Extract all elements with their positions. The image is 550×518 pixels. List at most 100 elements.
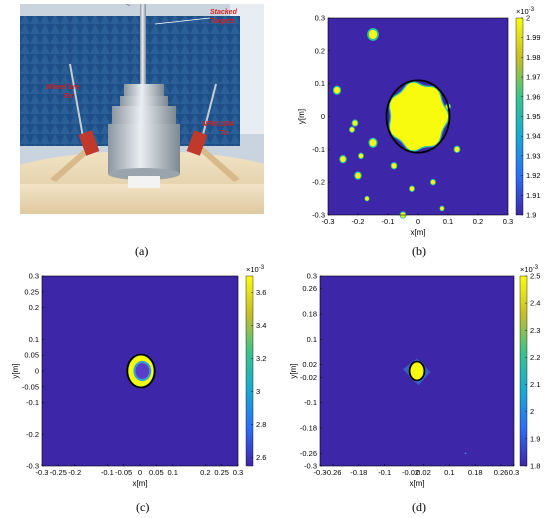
blob-halo (351, 119, 359, 127)
blob-halo (368, 137, 378, 148)
colorbar-tick-label: 2.6 (256, 453, 266, 462)
ground-truth-circle (385, 79, 451, 154)
blob-spot (355, 172, 361, 179)
y-tick-label: -0.2 (26, 430, 39, 439)
colorbar-tick-label: 3.6 (256, 288, 266, 297)
x-tick-label: 0 (416, 217, 420, 226)
colorbar-tick-label: 2.4 (530, 299, 540, 308)
colorbar-exponent: ×10-3 (516, 7, 535, 16)
y-axis-label: y[m] (11, 363, 20, 378)
y-tick-label: 0.25 (24, 287, 39, 296)
blob-spot (358, 153, 364, 159)
colorbar (519, 275, 528, 467)
blob-halo (354, 171, 362, 180)
colorbar-tick-label: 1.94 (526, 132, 541, 141)
colorbar-exponent: ×10-3 (520, 265, 539, 274)
x-tick-label: -0.25 (50, 468, 67, 477)
ring-outer (126, 353, 156, 389)
y-tick-label: -0.02 (300, 373, 317, 382)
x-tick-label: 0.1 (444, 468, 454, 477)
y-tick-label: 0.1 (315, 79, 325, 88)
colorbar-tick-label: 2.1 (530, 380, 540, 389)
y-tick-label: 0.3 (315, 14, 325, 23)
annotation-tx-line2: Tx (220, 130, 229, 137)
x-tick-label: 0.02 (416, 468, 431, 477)
x-tick-label: 0.25 (214, 468, 229, 477)
colorbar-exponent-power: -3 (533, 265, 539, 271)
annotation-rx-line1: Wheel bre (46, 84, 80, 91)
colorbar-tick-label: 2.5 (530, 272, 540, 281)
x-tick-label: -0.1 (382, 217, 395, 226)
x-tick-label: 0.26 (494, 468, 509, 477)
photo-measurement-setup: Stacked Targets Wheel bre Rx NFM LWA Tx (20, 4, 264, 214)
ground-truth-circle (408, 360, 426, 382)
blob-spot (349, 127, 355, 132)
y-tick-label: -0.3 (304, 462, 317, 471)
x-tick-label: 0.3 (503, 217, 513, 226)
annotation-rx-line2: Rx (64, 93, 74, 100)
spot-halo (408, 360, 426, 382)
colorbar-tick-label: 2 (530, 407, 534, 416)
blob-spot (340, 156, 346, 163)
y-tick-label: 0.18 (302, 310, 317, 319)
heatmap-background (42, 276, 238, 466)
annotation-tx-line1: NFM LWA (202, 121, 234, 128)
colorbar-tick-label: 1.91 (526, 191, 541, 200)
artifact-dot (464, 452, 467, 455)
panel-label-d: (d) (412, 500, 426, 514)
y-tick-label: 0.26 (302, 284, 317, 293)
y-tick-label: 0.2 (29, 303, 39, 312)
x-tick-label: -0.26 (324, 468, 341, 477)
blob-halo (445, 103, 451, 110)
colorbar-tick-label: 3.2 (256, 354, 266, 363)
x-tick-label: 0.2 (200, 468, 210, 477)
plot-frame (327, 17, 509, 216)
x-tick-label: -0.3 (314, 468, 327, 477)
spread-halo (402, 358, 431, 386)
y-axis-label: y[m] (289, 363, 298, 378)
heatmap-background (320, 276, 514, 466)
ground-truth-circle (126, 353, 156, 389)
x-tick-label: -0.1 (101, 468, 114, 477)
colorbar-tick-label: 1.92 (526, 171, 541, 180)
blob-spot (440, 206, 444, 211)
y-tick-label: 0.3 (307, 272, 317, 281)
blob-halo (349, 126, 355, 133)
blob-halo (430, 178, 436, 186)
x-tick-label: 0.2 (473, 217, 483, 226)
y-tick-label: -0.3 (312, 211, 325, 220)
colorbar-tick-label: 1.98 (526, 53, 541, 62)
y-tick-label: 0 (321, 112, 325, 121)
plot-frame (41, 275, 239, 467)
blob-spot (368, 29, 378, 40)
blob-spot (352, 120, 358, 126)
x-tick-label: -0.2 (352, 217, 365, 226)
y-tick-label: -0.1 (312, 145, 325, 154)
colorbar-tick-label: 1.97 (526, 73, 541, 82)
colorbar-tick-label: 1.9 (526, 211, 536, 220)
heatmap-background (328, 18, 508, 215)
ring-yellow (128, 355, 154, 387)
x-tick-label: 0.3 (233, 468, 243, 477)
ring-core (135, 363, 150, 379)
photo-illustration: Stacked Targets Wheel bre Rx NFM LWA Tx (20, 4, 264, 214)
x-tick-label: 0 (138, 468, 142, 477)
blob-spot (400, 212, 406, 218)
target-halo (388, 81, 450, 152)
blob-halo (399, 211, 407, 219)
y-tick-label: -0.18 (300, 424, 317, 433)
x-axis-label: x[m] (132, 479, 147, 488)
colorbar-exponent-power: -3 (259, 265, 265, 271)
plot-frame (319, 275, 515, 467)
colorbar-tick-label: 3.4 (256, 321, 266, 330)
x-tick-label: 0.18 (468, 468, 483, 477)
x-tick-label: -0.1 (378, 468, 391, 477)
blob-halo (453, 145, 461, 154)
panel-label-c: (c) (136, 500, 150, 514)
panel-label-b: (b) (412, 244, 426, 258)
blob-spot (409, 186, 415, 192)
colorbar-exponent: ×10-3 (246, 265, 265, 274)
blob-spot (391, 163, 397, 169)
colorbar-tick-label: 1.93 (526, 151, 541, 160)
x-tick-label: -0.02 (402, 468, 419, 477)
